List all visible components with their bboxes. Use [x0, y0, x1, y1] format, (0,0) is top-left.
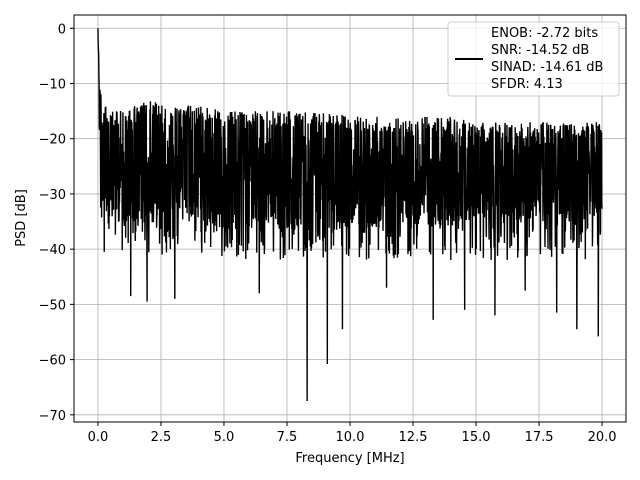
- x-tick-label: 15.0: [462, 430, 491, 445]
- y-tick-label: −10: [39, 77, 66, 92]
- y-axis-ticks: 0 −10 −20 −30 −40 −50 −60 −70: [39, 22, 74, 424]
- x-axis-label: Frequency [MHz]: [295, 451, 404, 466]
- legend-snr: SNR: -14.52 dB: [491, 43, 589, 58]
- y-tick-label: −50: [39, 298, 66, 313]
- y-tick-label: −40: [39, 243, 66, 258]
- x-tick-label: 0.0: [88, 430, 109, 445]
- y-tick-label: −70: [39, 409, 66, 424]
- legend: ENOB: -2.72 bits SNR: -14.52 dB SINAD: -…: [447, 21, 620, 97]
- y-tick-label: 0: [58, 22, 66, 37]
- psd-series-line: [97, 28, 603, 402]
- legend-enob: ENOB: -2.72 bits: [491, 26, 598, 41]
- x-tick-label: 12.5: [399, 430, 428, 445]
- legend-sinad: SINAD: -14.61 dB: [491, 60, 603, 75]
- legend-sfdr: SFDR: 4.13: [491, 77, 563, 92]
- y-axis-label: PSD [dB]: [14, 189, 29, 247]
- legend-box: [447, 21, 620, 97]
- y-tick-label: −20: [39, 133, 66, 148]
- y-tick-label: −30: [39, 188, 66, 203]
- psd-series: [97, 28, 603, 402]
- x-axis-ticks: 0.0 2.5 5.0 7.5 10.0 12.5 15.0 17.5 20.0: [88, 422, 617, 445]
- y-tick-label: −60: [39, 354, 66, 369]
- x-tick-label: 2.5: [151, 430, 172, 445]
- x-tick-label: 7.5: [277, 430, 298, 445]
- x-tick-label: 5.0: [214, 430, 235, 445]
- x-tick-label: 20.0: [588, 430, 617, 445]
- x-tick-label: 10.0: [336, 430, 365, 445]
- x-tick-label: 17.5: [525, 430, 554, 445]
